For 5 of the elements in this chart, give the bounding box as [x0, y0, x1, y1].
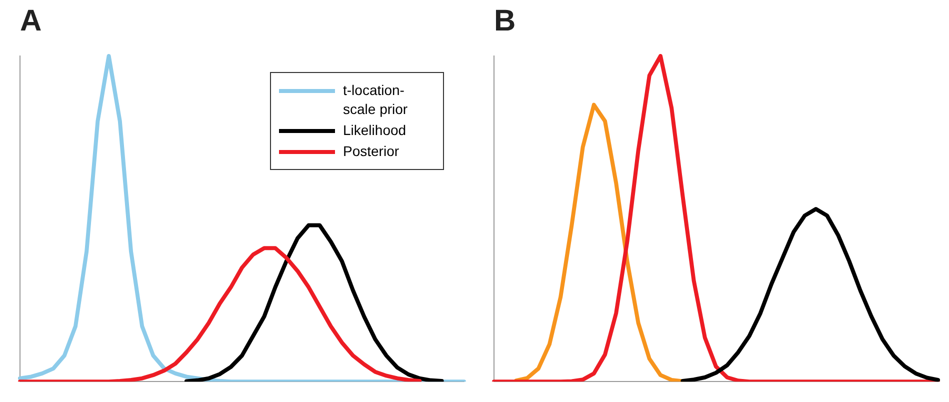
- chart-title: A: [20, 4, 42, 38]
- chart-title: B: [494, 4, 516, 38]
- legend-label: Posterior: [343, 142, 400, 161]
- legend-label: t-location-scale prior: [343, 81, 409, 119]
- legend-label: Likelihood: [343, 121, 406, 140]
